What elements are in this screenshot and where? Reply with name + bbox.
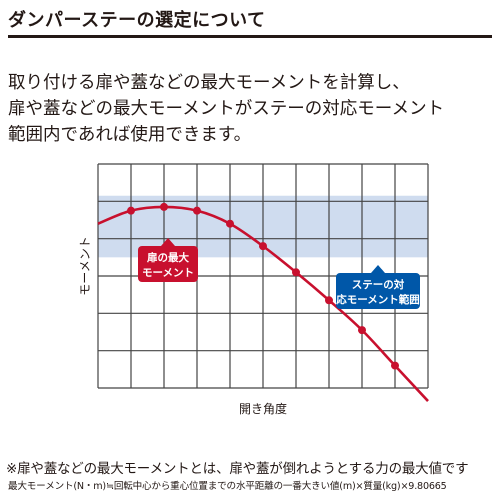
curve-point — [292, 268, 300, 277]
curve-point — [259, 242, 267, 251]
curve-point — [127, 206, 135, 215]
stay-range-callout-line-2: 応モーメント範囲 — [336, 293, 420, 306]
curve-point — [358, 326, 366, 335]
curve-point — [226, 219, 234, 228]
stay-range-callout-line-1: ステーの対 — [352, 278, 405, 291]
curve-point — [391, 361, 399, 370]
x-axis-label: 開き角度 — [239, 401, 287, 416]
lead-line-2: 扉や蓋などの最大モーメントがステーの対応モーメント — [8, 99, 445, 119]
lead-text: 取り付ける扉や蓋などの最大モーメントを計算し、 扉や蓋などの最大モーメントがステ… — [8, 70, 496, 148]
door-max-callout-line-2: モーメント — [142, 267, 194, 279]
curve-point — [160, 202, 168, 211]
curve-layer — [97, 202, 429, 402]
stay-range-callout-box — [336, 273, 420, 309]
formula-text: 最大モーメント(N・m)≒回転中心から重心位置までの水平距離の一番大きい値(m)… — [8, 481, 447, 492]
y-axis-label: モーメント — [78, 236, 92, 296]
footnote: ※扉や蓋などの最大モーメントとは、扉や蓋が倒れようとする力の最大値です — [6, 461, 469, 477]
curve-point — [325, 296, 333, 305]
lead-line-1: 取り付ける扉や蓋などの最大モーメントを計算し、 — [8, 73, 410, 93]
door-max-callout-line-1: 扉の最大 — [146, 251, 189, 264]
stay-range-callout-pointer — [371, 265, 385, 273]
curve-point — [193, 206, 201, 215]
section-heading: ダンパーステーの選定について — [8, 2, 492, 38]
axis-label-layer: 開き角度 モーメント — [78, 236, 287, 416]
door-max-callout-pointer — [161, 238, 175, 246]
door-max-callout-box — [138, 246, 198, 282]
lead-line-3: 範囲内であれば使用できます。 — [8, 125, 252, 145]
heading-text: ダンパーステーの選定について — [8, 10, 266, 31]
